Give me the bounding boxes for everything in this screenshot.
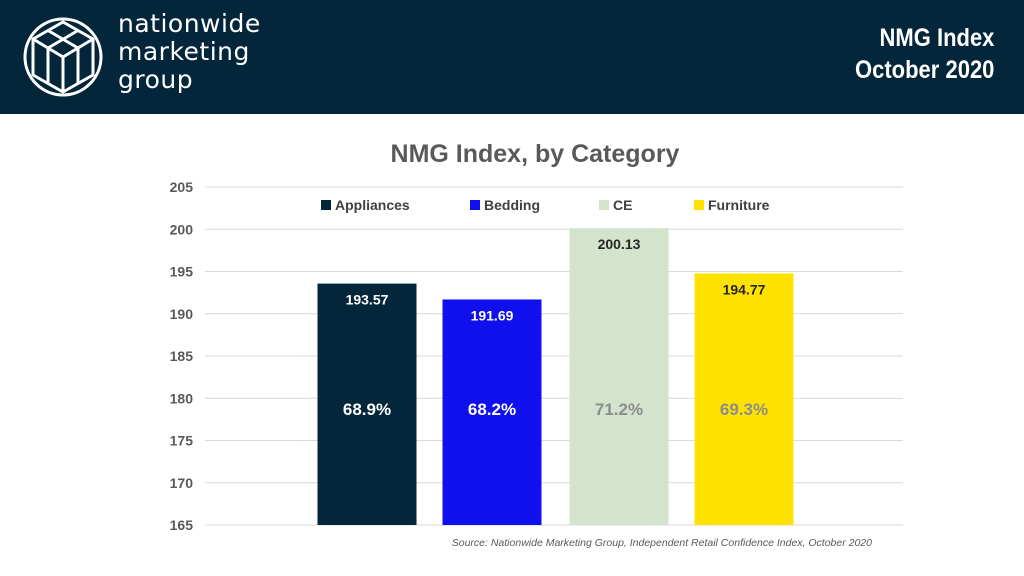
legend-swatch	[694, 200, 704, 210]
y-tick-label: 190	[170, 306, 194, 322]
y-tick-label: 205	[170, 179, 194, 195]
y-tick-label: 170	[170, 475, 194, 491]
bar-share-label: 69.3%	[720, 400, 768, 419]
legend-swatch	[599, 200, 609, 210]
legend-label: Bedding	[484, 197, 540, 213]
legend-label: CE	[613, 197, 632, 213]
legend-label: Furniture	[708, 197, 770, 213]
bar-value-label: 193.57	[346, 292, 389, 308]
report-title: NMG Index October 2020	[855, 22, 994, 86]
bar-value-label: 194.77	[723, 281, 766, 297]
legend-swatch	[321, 200, 331, 210]
bar-share-label: 68.2%	[468, 400, 516, 419]
bar-value-label: 200.13	[598, 236, 641, 252]
bar-share-label: 71.2%	[595, 400, 643, 419]
report-title-line-2: October 2020	[854, 56, 994, 84]
bar-appliances	[317, 283, 417, 525]
bar-value-label: 191.69	[471, 307, 514, 323]
logo-wordmark: nationwide marketing group	[118, 10, 261, 94]
bar-furniture	[694, 273, 794, 525]
chart-title: NMG Index, by Category	[390, 140, 680, 168]
header-banner: nationwide marketing group NMG Index Oct…	[0, 0, 1024, 114]
logo-line-3: group	[118, 65, 194, 94]
bar-share-label: 68.9%	[343, 400, 391, 419]
y-tick-label: 200	[170, 221, 194, 237]
y-tick-label: 185	[170, 348, 194, 364]
legend-swatch	[470, 200, 480, 210]
logo-line-1: nationwide	[118, 9, 261, 38]
logo-icon	[23, 17, 103, 97]
y-tick-label: 195	[170, 264, 194, 280]
bar-bedding	[442, 299, 542, 525]
logo-line-2: marketing	[118, 37, 250, 66]
y-tick-label: 165	[170, 517, 194, 533]
report-title-line-1: NMG Index	[879, 24, 994, 52]
source-note: Source: Nationwide Marketing Group, Inde…	[451, 537, 872, 549]
y-tick-label: 180	[170, 390, 194, 406]
bar-ce	[569, 228, 669, 526]
legend-label: Appliances	[335, 197, 410, 213]
y-tick-label: 175	[170, 433, 194, 449]
